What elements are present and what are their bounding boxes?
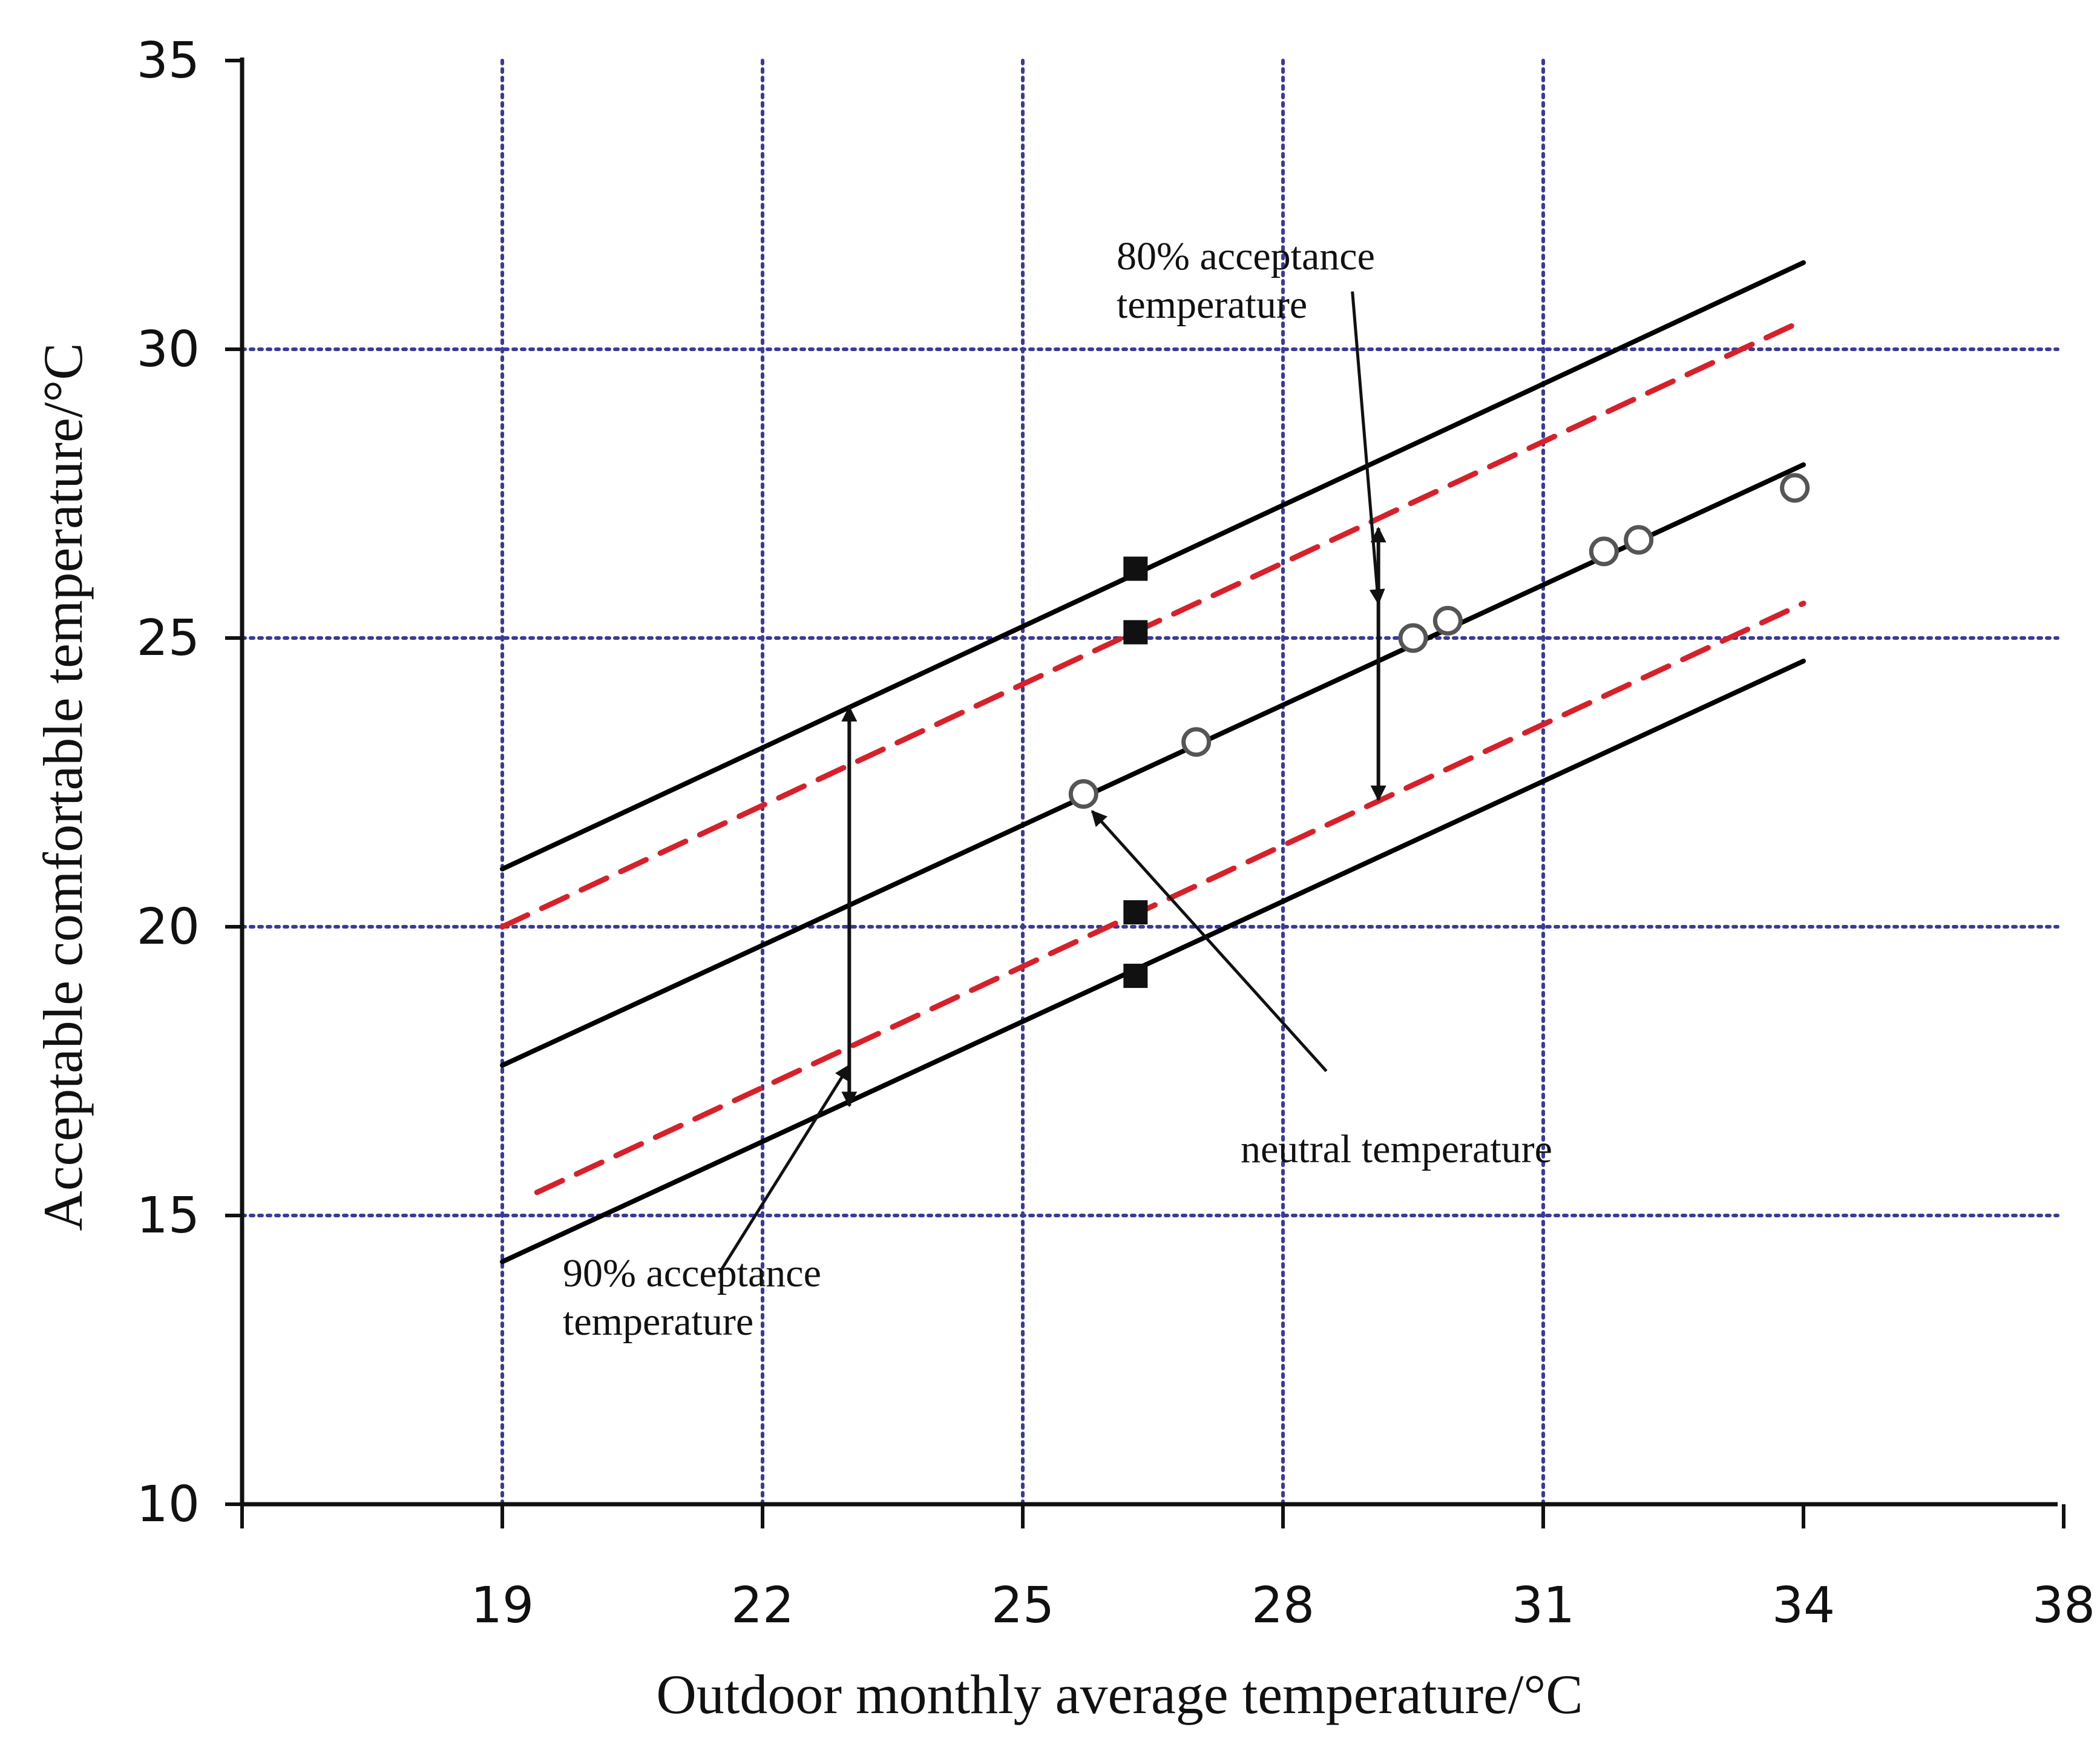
circle-marker-2 — [1181, 727, 1212, 757]
label-80-acceptance-pointer — [1351, 291, 1385, 605]
series — [499, 260, 1806, 1265]
circle-marker-6 — [1624, 525, 1654, 555]
label-90-acceptance-line-1: 90% acceptance — [563, 1251, 821, 1295]
y-tick-label-15: 15 — [137, 1187, 200, 1245]
x-tick-label-22: 22 — [731, 1577, 794, 1634]
series-line-5 — [500, 659, 1806, 1265]
markers — [1068, 473, 1810, 988]
series-line-1 — [500, 260, 1806, 872]
circle-marker-1 — [1068, 779, 1098, 809]
y-axis-title: Acceptable comfortable temperature/°C — [32, 343, 94, 1231]
label-80-acceptance-line-1: 80% acceptance — [1117, 234, 1375, 278]
circle-marker-3 — [1398, 623, 1428, 653]
annotations: 80% acceptance temperature neutral tempera… — [563, 234, 1552, 1344]
circle-marker-4 — [1432, 605, 1463, 636]
y-tick-label-30: 30 — [137, 321, 200, 378]
label-90-acceptance-pointer — [718, 1064, 851, 1274]
label-80-acceptance: 80% acceptance temperature — [1117, 234, 1375, 327]
label-90-acceptance-line-2: temperature — [563, 1300, 753, 1344]
series-line-2 — [499, 317, 1806, 930]
label-90-acceptance: 90% acceptance temperature — [563, 1251, 821, 1344]
y-tick-label-35: 35 — [137, 32, 200, 90]
square-marker-2 — [1123, 620, 1148, 645]
label-neutral: neutral temperature — [1241, 1127, 1552, 1171]
axis-text: 10 15 20 25 30 35 19 22 25 28 31 34 38 Outdoor monthl… — [32, 32, 2095, 1725]
x-tick-label-31: 31 — [1512, 1577, 1575, 1634]
label-neutral-pointer — [1091, 810, 1328, 1073]
x-tick-label-38: 38 — [2032, 1577, 2095, 1634]
series-line-3 — [500, 462, 1806, 1068]
x-axis-title: Outdoor monthly average temperature/°C — [656, 1663, 1583, 1725]
circle-marker-5 — [1589, 536, 1619, 567]
y-tick-label-20: 20 — [137, 898, 200, 956]
circle-marker-7 — [1780, 473, 1810, 503]
y-tick-label-10: 10 — [137, 1476, 200, 1533]
square-marker-4 — [1123, 964, 1148, 988]
axes — [225, 58, 2066, 1528]
label-neutral-line-1: neutral temperature — [1241, 1127, 1552, 1171]
x-tick-label-28: 28 — [1252, 1577, 1314, 1634]
x-tick-label-25: 25 — [991, 1577, 1054, 1634]
square-marker-3 — [1123, 900, 1148, 925]
y-tick-label-25: 25 — [137, 610, 200, 667]
square-marker-1 — [1123, 556, 1148, 581]
x-tick-label-19: 19 — [471, 1577, 534, 1634]
label-80-acceptance-line-2: temperature — [1117, 283, 1307, 327]
x-tick-label-34: 34 — [1772, 1577, 1835, 1634]
